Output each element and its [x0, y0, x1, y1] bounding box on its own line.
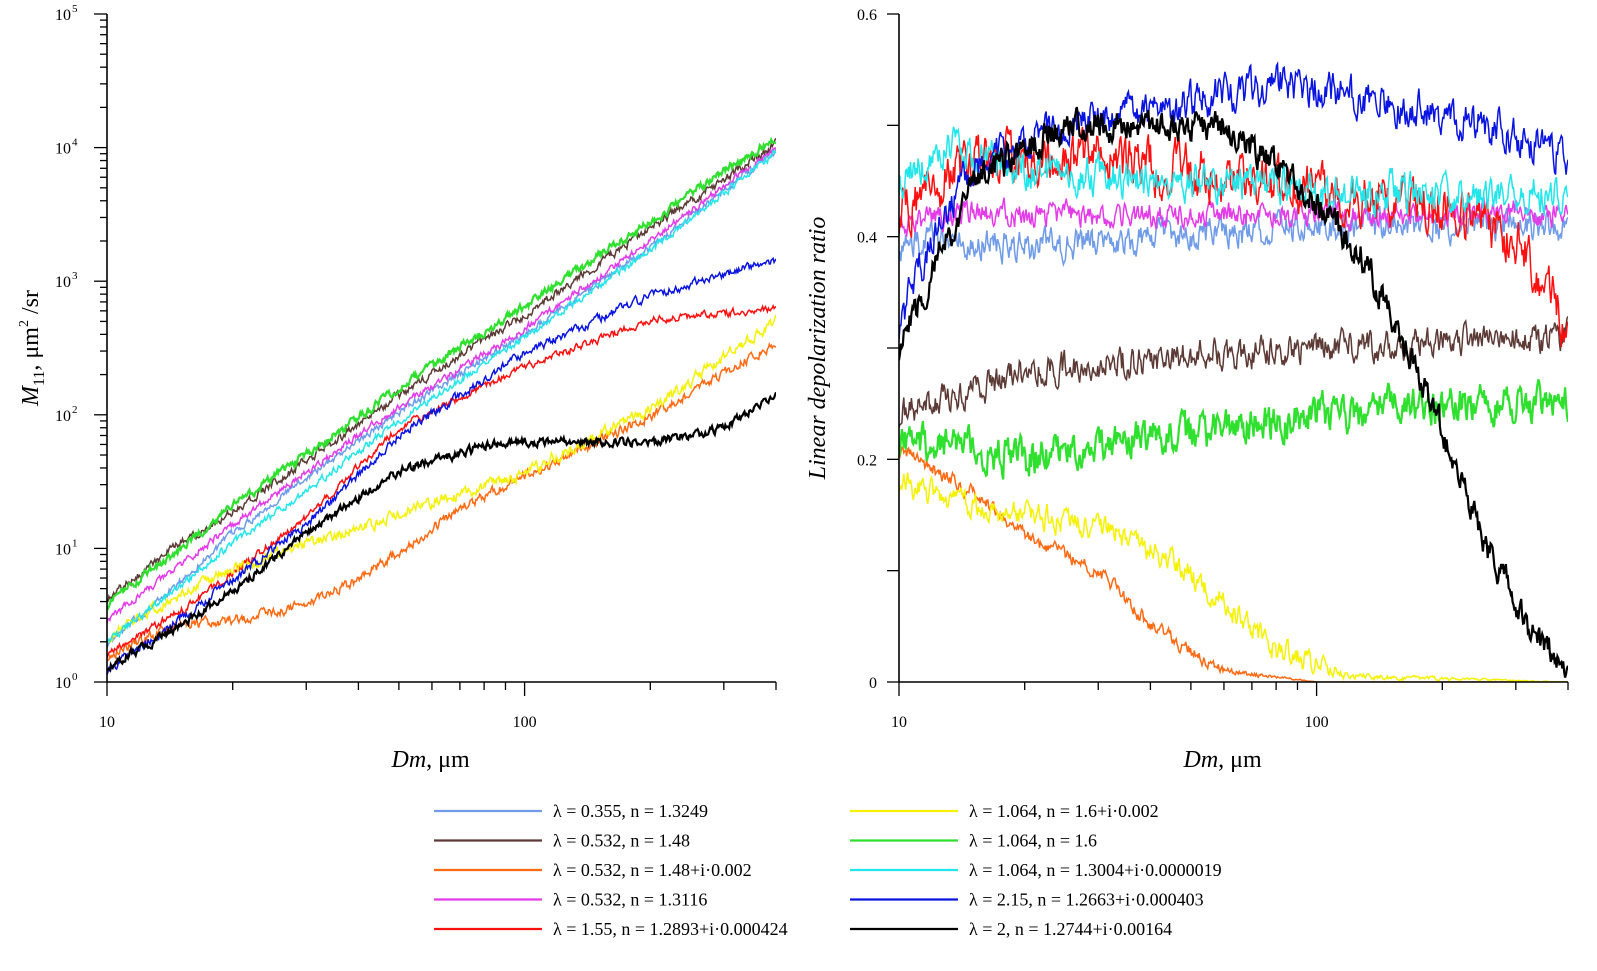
series-line-s215 — [107, 256, 776, 676]
y-tick-label: 0.2 — [857, 452, 877, 469]
series-line-s0532b — [899, 446, 1568, 682]
legend: λ = 0.355, n = 1.3249 λ = 0.532, n = 1.48… — [434, 801, 1222, 939]
legend-item-s155: λ = 1.55, n = 1.2893+i·0.000424 — [434, 919, 788, 939]
legend-label: λ = 1.064, n = 1.6 — [969, 831, 1097, 851]
series-line-s2 — [107, 391, 776, 673]
y-tick-label: 105 — [55, 3, 78, 24]
legend-item-s1064b: λ = 1.064, n = 1.6 — [850, 831, 1097, 851]
series-group — [107, 136, 776, 676]
legend-label: λ = 0.532, n = 1.3116 — [553, 890, 707, 910]
series-line-s155 — [899, 125, 1568, 347]
series-group — [899, 60, 1568, 682]
y-tick-label: 0.4 — [857, 230, 877, 247]
x-tick-label: 100 — [1305, 714, 1329, 731]
legend-label: λ = 0.355, n = 1.3249 — [553, 801, 708, 821]
y-axis-title: Linear depolarization ratio — [805, 217, 831, 481]
legend-label: λ = 2, n = 1.2744+i·0.00164 — [969, 919, 1172, 939]
y-tick-label: 0.6 — [857, 7, 877, 24]
depolarization-chart: 10 100 0 0.2 0.4 0.6 Dm, μm Linear depolarizati… — [805, 7, 1569, 773]
x-axis-title: Dm, μm — [1183, 747, 1263, 773]
legend-label: λ = 0.532, n = 1.48 — [553, 831, 690, 851]
x-tick-label: 10 — [99, 714, 115, 731]
legend-item-s0532a: λ = 0.532, n = 1.48 — [434, 831, 690, 851]
legend-label: λ = 1.55, n = 1.2893+i·0.000424 — [553, 919, 788, 939]
legend-item-s0355: λ = 0.355, n = 1.3249 — [434, 801, 708, 821]
legend-item-s1064c: λ = 1.064, n = 1.3004+i·0.0000019 — [850, 860, 1222, 880]
legend-item-s0532c: λ = 0.532, n = 1.3116 — [434, 890, 707, 910]
legend-label: λ = 1.064, n = 1.3004+i·0.0000019 — [969, 860, 1222, 880]
y-tick-label: 102 — [55, 404, 78, 425]
legend-item-s1064a: λ = 1.064, n = 1.6+i·0.002 — [850, 801, 1159, 821]
x-tick-label: 100 — [513, 714, 537, 731]
legend-item-s0532b: λ = 0.532, n = 1.48+i·0.002 — [434, 860, 752, 880]
legend-item-s2: λ = 2, n = 1.2744+i·0.00164 — [850, 919, 1172, 939]
series-line-s1064c — [107, 149, 776, 645]
series-line-s0355 — [107, 148, 776, 648]
series-line-s2 — [899, 106, 1568, 678]
series-line-s1064a — [899, 472, 1568, 682]
legend-label: λ = 1.064, n = 1.6+i·0.002 — [969, 801, 1159, 821]
y-tick-label: 104 — [55, 137, 78, 158]
series-line-s1064b — [899, 378, 1568, 480]
y-tick-label: 100 — [55, 671, 78, 692]
series-line-s215 — [899, 60, 1568, 341]
series-line-s0532b — [107, 341, 776, 662]
legend-label: λ = 2.15, n = 1.2663+i·0.000403 — [969, 890, 1204, 910]
series-line-s0532a — [107, 137, 776, 603]
series-line-s1064a — [107, 314, 776, 643]
x-tick-label: 10 — [891, 714, 907, 731]
legend-item-s215: λ = 2.15, n = 1.2663+i·0.000403 — [850, 890, 1204, 910]
legend-label: λ = 0.532, n = 1.48+i·0.002 — [553, 860, 752, 880]
x-axis-title: Dm, μm — [391, 747, 471, 773]
y-tick-label: 103 — [55, 270, 78, 291]
series-line-s0532a — [899, 316, 1568, 428]
series-line-s1064b — [107, 136, 776, 611]
y-tick-label: 101 — [55, 537, 78, 558]
m11-chart: 10 100 100 101 102 103 104 105 Dm, μm M11, μm2 /s… — [17, 3, 777, 773]
series-line-s0532c — [899, 196, 1568, 237]
y-axis-title: M11, μm2 /sr — [17, 290, 48, 407]
y-tick-label: 0 — [869, 675, 877, 692]
series-line-s0532c — [107, 147, 776, 624]
